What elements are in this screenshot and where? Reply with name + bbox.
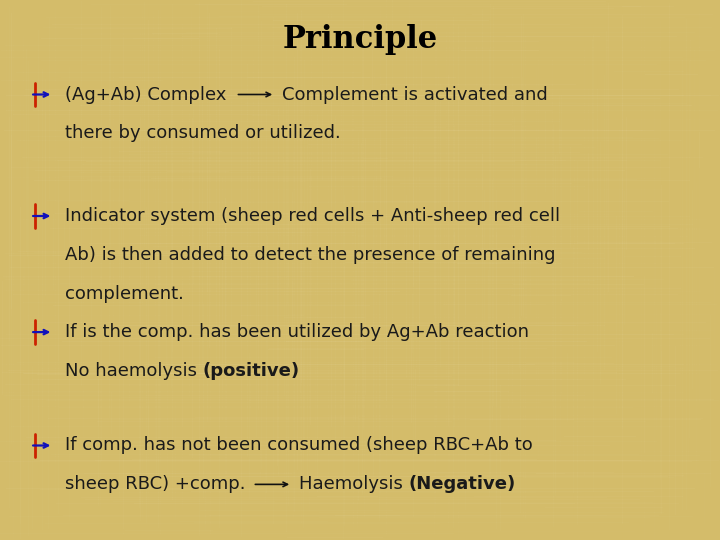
- Text: (Negative): (Negative): [409, 475, 516, 494]
- Text: If is the comp. has been utilized by Ag+Ab reaction: If is the comp. has been utilized by Ag+…: [65, 323, 528, 341]
- Text: If comp. has not been consumed (sheep RBC+Ab to: If comp. has not been consumed (sheep RB…: [65, 436, 533, 455]
- Text: sheep RBC) +comp.: sheep RBC) +comp.: [65, 475, 251, 494]
- Text: (positive): (positive): [202, 362, 300, 380]
- Text: Complement is activated and: Complement is activated and: [282, 85, 548, 104]
- Text: Haemolysis: Haemolysis: [300, 475, 409, 494]
- Text: there by consumed or utilized.: there by consumed or utilized.: [65, 124, 341, 143]
- Text: (Ag+Ab) Complex: (Ag+Ab) Complex: [65, 85, 232, 104]
- Text: Principle: Principle: [282, 24, 438, 55]
- Text: complement.: complement.: [65, 285, 184, 303]
- Text: Indicator system (sheep red cells + Anti-sheep red cell: Indicator system (sheep red cells + Anti…: [65, 207, 560, 225]
- Text: No haemolysis: No haemolysis: [65, 362, 202, 380]
- Text: Ab) is then added to detect the presence of remaining: Ab) is then added to detect the presence…: [65, 246, 555, 264]
